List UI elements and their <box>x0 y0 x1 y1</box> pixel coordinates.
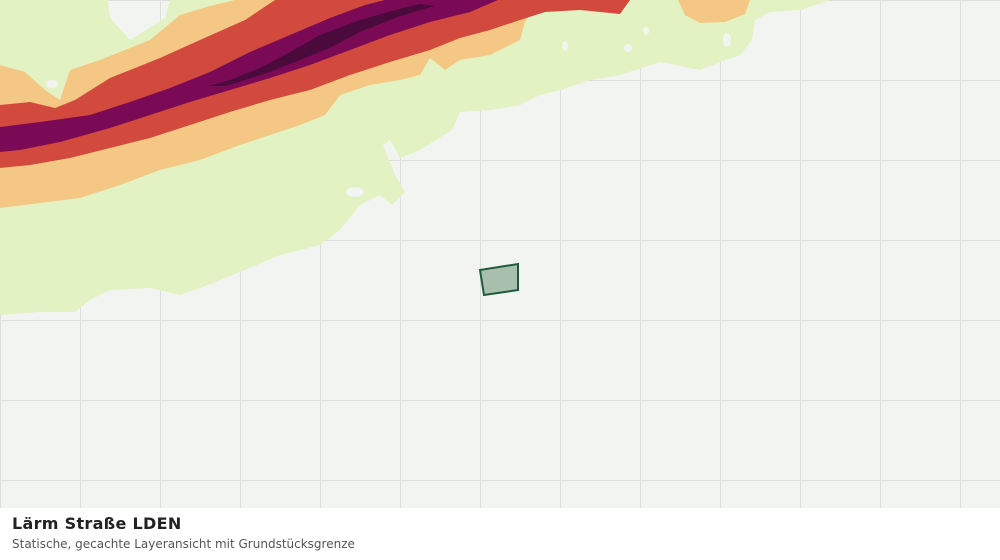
map-hole <box>643 27 649 35</box>
parcel-boundary[interactable] <box>478 262 519 297</box>
noise-zone-mid-2 <box>678 0 750 23</box>
layer-subtitle: Statische, gecachte Layeransicht mit Gru… <box>12 537 355 551</box>
footer: Lärm Straße LDEN Statische, gecachte Lay… <box>0 508 1000 560</box>
layer-title: Lärm Straße LDEN <box>12 514 182 533</box>
map <box>0 0 1000 508</box>
map-hole <box>346 187 364 197</box>
map-hole <box>46 80 58 88</box>
map-hole <box>624 44 632 52</box>
map-hole <box>562 41 568 51</box>
map-hole <box>723 33 731 47</box>
noise-zone-high <box>0 0 630 168</box>
noise-zone-extreme <box>208 4 435 86</box>
